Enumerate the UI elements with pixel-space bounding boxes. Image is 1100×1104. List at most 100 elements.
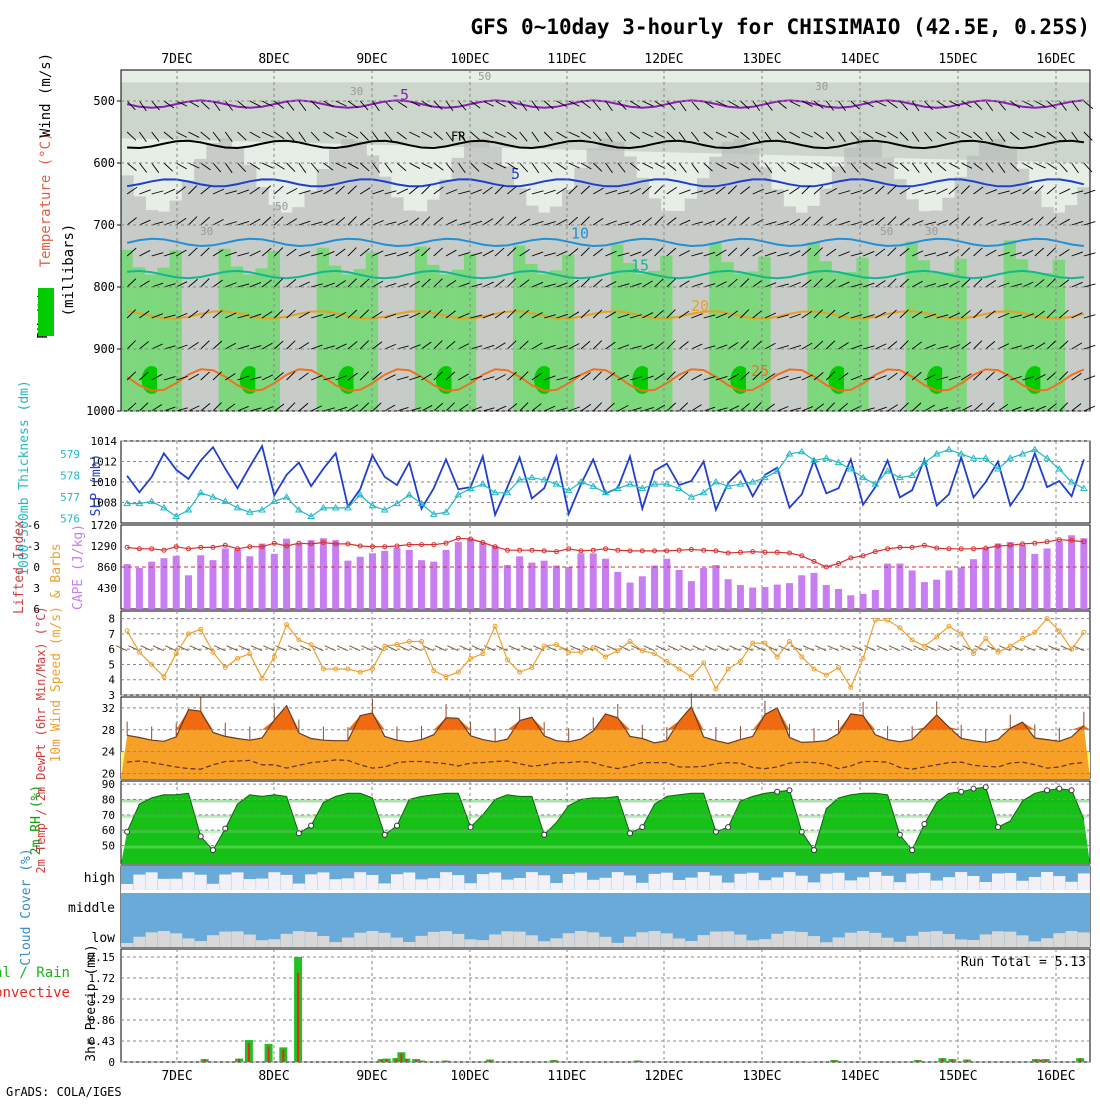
precip-ytick: 0 bbox=[108, 1056, 115, 1069]
cloud-low-bar bbox=[734, 935, 746, 947]
wind-barb bbox=[165, 646, 176, 651]
cloud-low-bar bbox=[1066, 931, 1078, 947]
conv-bar bbox=[941, 1059, 943, 1062]
rh-shading-moist bbox=[231, 266, 244, 411]
wind-barb bbox=[828, 646, 839, 651]
cape-bar bbox=[124, 564, 131, 609]
cape-bar bbox=[369, 553, 376, 609]
cloud-low-bar bbox=[391, 938, 403, 947]
cloud-high-bar bbox=[317, 872, 329, 890]
cloud-high-bar bbox=[514, 878, 526, 890]
conv-bar bbox=[951, 1060, 953, 1062]
rh2m-point bbox=[775, 789, 780, 794]
rh2m-point bbox=[983, 785, 988, 790]
conv-bar bbox=[415, 1060, 417, 1062]
rh-shading-moist bbox=[955, 259, 968, 411]
cape-bar bbox=[1019, 545, 1026, 609]
cape-bar bbox=[185, 575, 192, 609]
rh-shading-mid bbox=[292, 207, 305, 411]
cloud-low-bar bbox=[452, 934, 464, 947]
wind-barb bbox=[325, 646, 336, 651]
top-day-label: 16DEC bbox=[1036, 52, 1075, 67]
rh2m-fill bbox=[121, 787, 1090, 864]
cape-bar bbox=[774, 585, 781, 609]
cape-bar bbox=[320, 538, 327, 609]
wind-barb bbox=[754, 646, 765, 651]
cloud-low-bar bbox=[219, 932, 231, 947]
cloud-low-bar bbox=[771, 934, 783, 947]
wind10m-frame bbox=[121, 611, 1090, 695]
wind-barb bbox=[901, 646, 912, 651]
cape-bar bbox=[160, 558, 167, 609]
cape-bar bbox=[860, 594, 867, 609]
bottom-day-label: 13DEC bbox=[742, 1069, 781, 1084]
cloud-low-bar bbox=[857, 931, 869, 947]
upper-air-ytick: 800 bbox=[93, 280, 115, 294]
cape-bar bbox=[516, 556, 523, 609]
cloud-high-bar bbox=[869, 872, 881, 890]
cloud-high-bar bbox=[330, 879, 342, 890]
cloud-low-bar bbox=[489, 934, 501, 947]
slp-ytick: 1014 bbox=[91, 435, 118, 448]
cape-bar bbox=[725, 579, 732, 609]
cape-bar bbox=[136, 568, 143, 609]
conv-bar bbox=[204, 1060, 206, 1062]
li-ytick: -3 bbox=[27, 540, 40, 553]
cape-bar bbox=[835, 589, 842, 609]
bottom-day-label: 11DEC bbox=[547, 1069, 586, 1084]
cloud-low-bar bbox=[121, 943, 133, 947]
cloud-low-bar bbox=[955, 939, 967, 947]
rh-shading-moist bbox=[170, 250, 183, 411]
cloud-high-bar bbox=[685, 878, 697, 890]
cloud-ylabel: Cloud Cover (%) bbox=[19, 848, 34, 965]
wind-barb bbox=[570, 646, 581, 651]
cloud-low-bar bbox=[182, 938, 194, 947]
cape-bar bbox=[872, 590, 879, 609]
cape-bar bbox=[896, 564, 903, 609]
cloud-low-bar bbox=[636, 932, 648, 947]
rh-shading-moist bbox=[807, 242, 820, 411]
cape-bar bbox=[528, 563, 535, 609]
chart-title: GFS 0~10day 3-hourly for CHISIMAIO (42.5… bbox=[470, 15, 1090, 39]
li-ytick: 3 bbox=[33, 582, 40, 595]
top-day-label: 15DEC bbox=[938, 52, 977, 67]
cloud-low-bar bbox=[550, 938, 562, 947]
cloud-low-bar bbox=[232, 931, 244, 947]
conv-bar bbox=[238, 1059, 240, 1062]
wind-barb bbox=[815, 646, 826, 651]
conv-bar bbox=[1040, 1060, 1042, 1062]
wind-barb bbox=[1024, 646, 1035, 651]
wind-ytick: 6 bbox=[108, 643, 115, 656]
wind-barb bbox=[509, 646, 520, 651]
cloud-high-bar bbox=[955, 872, 967, 890]
wind-barb bbox=[435, 646, 446, 651]
cloud-high-bar bbox=[342, 878, 354, 890]
wind-barb bbox=[263, 646, 274, 651]
wind-barb bbox=[889, 646, 900, 651]
bottom-day-label: 7DEC bbox=[161, 1069, 192, 1084]
cloud-high-bar bbox=[783, 872, 795, 890]
rh-shading-moist bbox=[1004, 240, 1017, 411]
cloud-low-bar bbox=[281, 934, 293, 947]
cape-bar bbox=[173, 556, 180, 609]
temp-ytick: 32 bbox=[102, 702, 115, 715]
cloud-high-bar bbox=[833, 873, 845, 890]
cloud-level-label: middle bbox=[68, 901, 115, 916]
conv-bar bbox=[268, 1047, 270, 1062]
isotherm-label: 25 bbox=[751, 362, 769, 380]
cloud-high-bar bbox=[931, 881, 943, 890]
cape-bar bbox=[492, 546, 499, 609]
wind-barb bbox=[1012, 646, 1023, 651]
bottom-day-label: 12DEC bbox=[644, 1069, 683, 1084]
cape-bar bbox=[811, 573, 818, 609]
cape-bar bbox=[627, 583, 634, 609]
wind-barb bbox=[680, 646, 691, 651]
rh-contour-label: 30 bbox=[200, 225, 213, 238]
conv-bar bbox=[966, 1060, 968, 1062]
cloud-high-bar bbox=[1066, 882, 1078, 890]
wind-barb bbox=[411, 646, 422, 651]
bottom-day-label: 14DEC bbox=[840, 1069, 879, 1084]
cloud-high-bar bbox=[636, 883, 648, 890]
cloud-low-bar bbox=[783, 931, 795, 947]
